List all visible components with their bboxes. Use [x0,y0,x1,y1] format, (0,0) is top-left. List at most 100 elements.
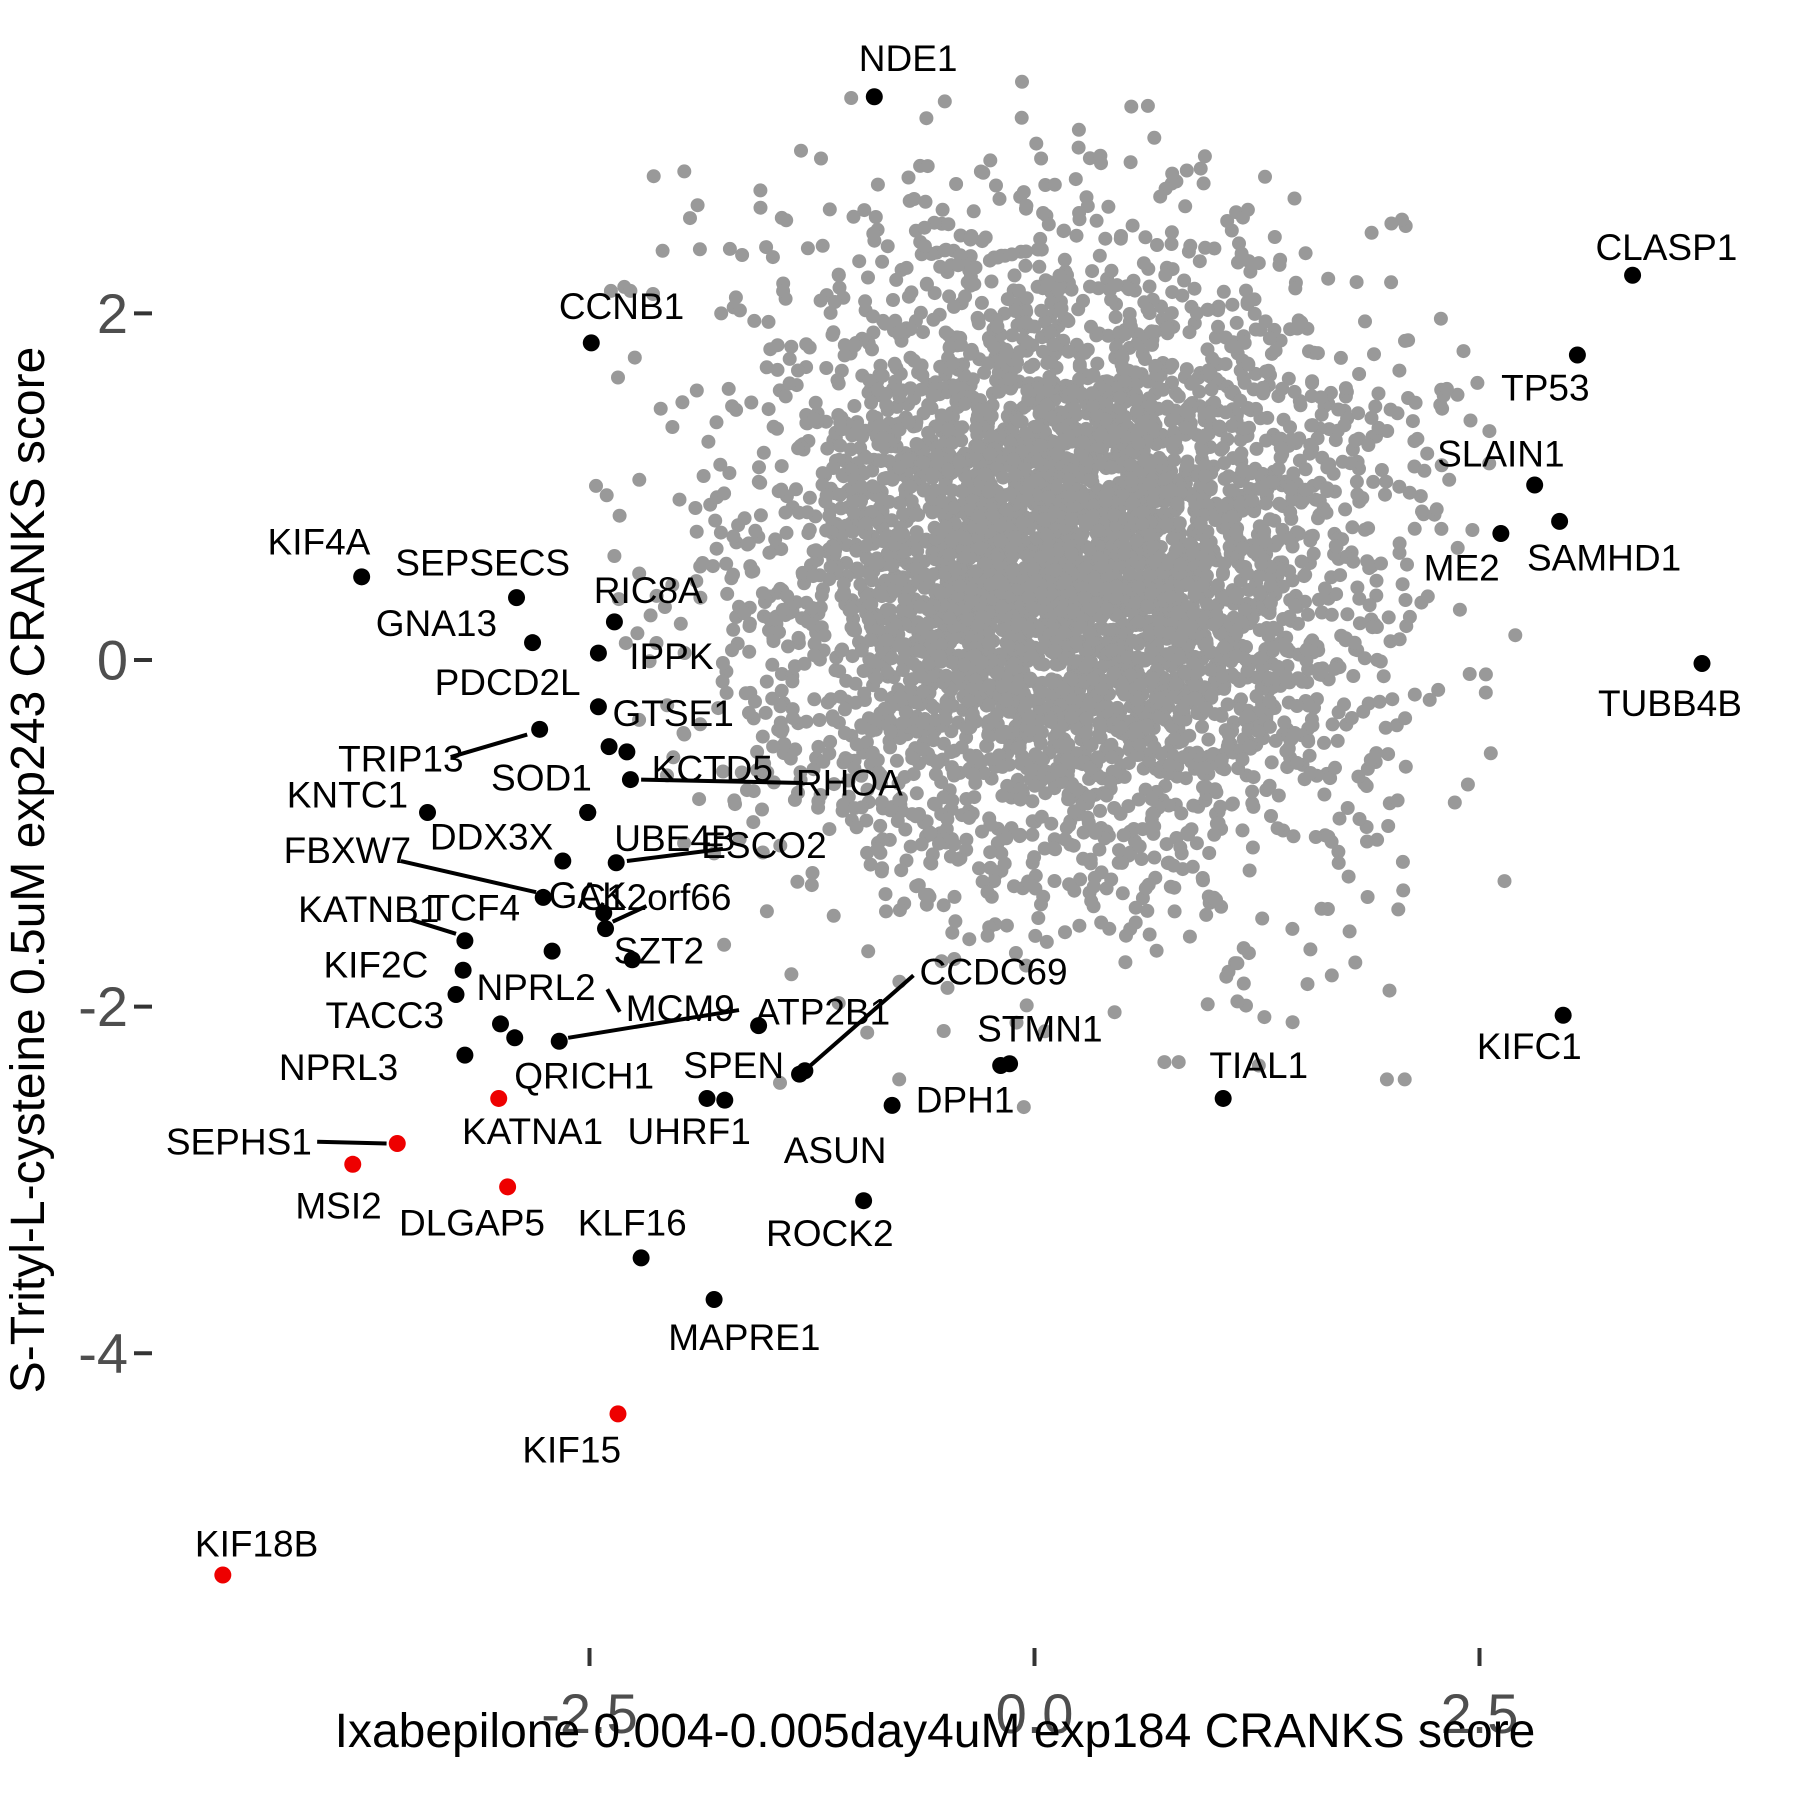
gray-point [1088,825,1103,840]
gray-point [1277,715,1292,730]
gray-point [1365,620,1380,635]
gray-point [1340,801,1355,815]
gray-point [866,325,881,340]
gray-point [753,508,768,523]
gray-point [1361,696,1376,711]
gray-point [1351,406,1366,421]
gray-point [1152,624,1167,639]
gray-point [957,657,972,672]
gray-point [1281,741,1296,756]
gray-point [897,592,912,607]
gray-point [875,254,890,269]
gray-point [1176,701,1191,716]
gray-point [1434,458,1449,473]
gray-point [1044,713,1059,728]
gray-point [1079,190,1094,205]
gray-point [793,765,808,780]
gray-point [831,268,846,283]
gray-point [999,346,1014,361]
gray-point [1071,122,1086,137]
gray-point [1210,578,1225,593]
gray-point [1100,485,1115,499]
gray-point [756,445,771,460]
gray-point [1258,496,1273,511]
gray-point [1002,704,1017,719]
gray-point [1286,466,1301,481]
gray-point [1076,851,1091,866]
gray-point [1104,263,1119,278]
gray-point [737,606,752,621]
gray-point [1027,778,1042,793]
gray-point [1271,788,1286,803]
gray-point [914,669,928,684]
gray-point [888,313,903,328]
gray-point [1324,607,1339,622]
gray-point [827,777,841,792]
gray-point [1301,607,1315,622]
gray-point [1294,554,1309,569]
gray-point [1105,643,1120,658]
gray-outlier-point [1093,148,1108,163]
gray-point [849,737,864,752]
gray-point [924,698,939,713]
gray-point [657,600,672,614]
gray-point [1038,1024,1052,1039]
gray-point [815,477,830,492]
gray-point [1123,457,1138,472]
gray-point [1018,258,1033,273]
gray-point [1384,216,1399,231]
gray-point [1482,424,1497,439]
gray-point [947,500,961,515]
gray-point [905,751,920,766]
gray-point [781,639,795,654]
gray-point [978,467,992,482]
gray-point [857,203,872,218]
gray-point [815,466,830,481]
gray-point [834,643,849,658]
gray-point [894,573,908,588]
gray-point [968,260,983,275]
gray-point [1020,492,1034,507]
gray-point [852,254,867,269]
gray-point [873,818,888,833]
gray-point [1140,302,1155,317]
gray-point [847,621,862,636]
gray-point [826,908,841,923]
gray-point [1048,643,1063,658]
gray-point [1434,521,1449,536]
gray-point [672,492,687,507]
gray-point [1144,644,1159,658]
gray-point [985,429,999,444]
gray-point [766,739,781,754]
gray-point [1182,325,1197,340]
gray-point [1115,362,1130,377]
gray-point [1245,784,1260,799]
gray-point [1275,381,1290,396]
gray-point [1061,344,1076,359]
gray-point [1027,850,1042,865]
gray-point [1222,483,1237,498]
gray-point [1094,865,1109,880]
gray-point [1217,471,1232,486]
gray-point [993,518,1008,533]
gray-point [950,670,965,685]
gray-point [822,822,837,837]
gray-point [1301,698,1316,713]
gray-point [1262,694,1277,709]
gray-point [1450,540,1465,555]
gray-point [1136,256,1151,271]
gray-point [765,691,780,706]
gray-point [1107,665,1122,680]
gray-point [971,509,986,524]
gray-point [742,616,757,631]
gray-point [742,644,757,659]
gray-point [1385,692,1400,707]
gray-point [752,460,766,475]
gray-point [813,788,828,802]
gray-point [1062,472,1077,487]
gray-point [1195,719,1209,734]
gray-point [1011,413,1026,428]
gray-point [951,423,966,438]
gray-point [797,656,812,671]
gray-point [880,665,895,680]
